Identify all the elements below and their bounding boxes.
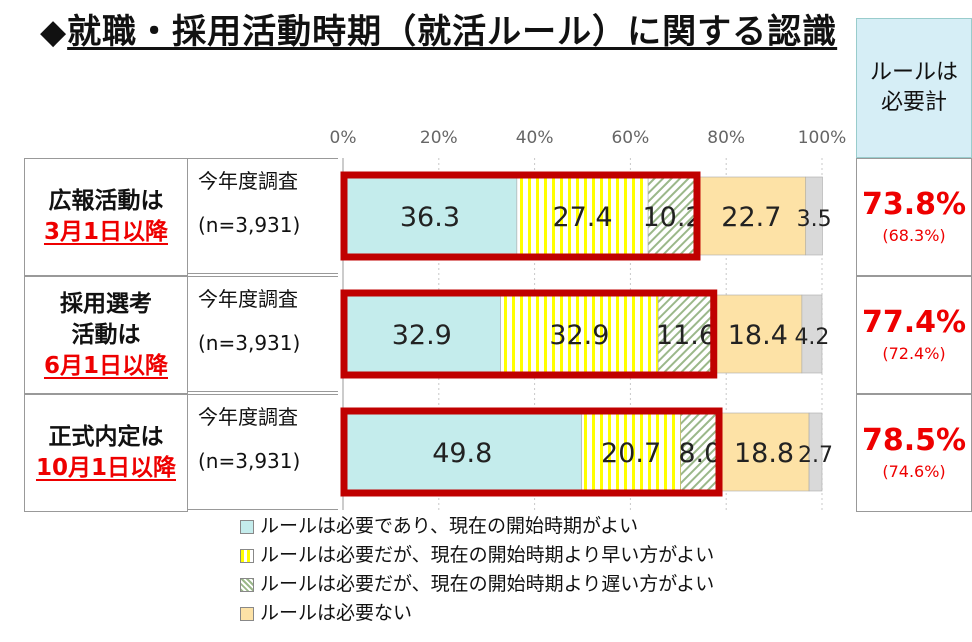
bar-segment-late <box>680 412 720 492</box>
bar-data-label: 49.8 <box>432 438 492 469</box>
legend-item-none: ルールは必要ない <box>240 599 714 628</box>
survey-label: 今年度調査 <box>198 169 298 193</box>
chart-legend: ルールは必要であり、現在の開始時期がよいルールは必要だが、現在の開始時期より早い… <box>240 512 714 628</box>
bar-data-label: 27.4 <box>552 202 612 233</box>
row-survey-cell: 今年度調査 (n=3,931) <box>188 158 338 274</box>
x-tick-label: 40% <box>515 128 554 148</box>
bar-data-label: 36.3 <box>400 202 460 233</box>
legend-swatch <box>240 519 254 534</box>
row-category-text: 広報活動は <box>48 188 164 214</box>
row-category-text: 正式内定は <box>48 424 164 450</box>
legend-item-ok: ルールは必要であり、現在の開始時期がよい <box>240 512 714 541</box>
legend-label: ルールは必要だが、現在の開始時期より早い方がよい <box>260 544 715 566</box>
row-category-date: 10月1日以降 <box>35 455 176 481</box>
row-category-date: 3月1日以降 <box>43 219 168 245</box>
sample-size: (n=3,931) <box>198 331 301 355</box>
required-total-value: 73.8% <box>861 187 967 222</box>
legend-label: ルールは必要だが、現在の開始時期より遅い方がよい <box>260 573 715 595</box>
bar-data-label: 4.2 <box>794 325 829 350</box>
required-total-value: 78.5% <box>861 423 967 458</box>
required-highlight-box <box>340 407 723 497</box>
title-marker: ◆ <box>40 12 68 52</box>
bar-segment-other <box>805 176 823 256</box>
row-category-text: 活動は <box>71 321 141 348</box>
title-text: 就職・採用活動時期（就活ルール）に関する認識 <box>67 12 838 52</box>
bar-segment-early <box>581 412 681 492</box>
legend-label: ルールは必要ない <box>260 602 413 624</box>
survey-label: 今年度調査 <box>198 405 298 429</box>
required-highlight-box <box>340 289 718 379</box>
bar-data-label: 20.7 <box>601 438 661 469</box>
required-highlight-box <box>340 171 701 261</box>
bar-data-label: 10.2 <box>642 202 702 233</box>
bar-data-label: 18.8 <box>734 438 794 469</box>
bar-segment-other <box>801 294 823 374</box>
legend-item-early: ルールは必要だが、現在の開始時期より早い方がよい <box>240 541 714 570</box>
row-survey-cell: 今年度調査 (n=3,931) <box>188 394 338 510</box>
legend-swatch <box>240 577 254 592</box>
bar-segment-late <box>647 176 698 256</box>
bar-data-label: 32.9 <box>549 320 609 351</box>
legend-swatch <box>240 606 254 621</box>
bar-segment-none <box>713 294 803 374</box>
legend-item-late: ルールは必要だが、現在の開始時期より遅い方がよい <box>240 570 714 599</box>
legend-swatch <box>240 548 254 563</box>
row-survey-cell: 今年度調査 (n=3,931) <box>188 276 338 392</box>
bar-data-label: 2.7 <box>798 443 833 468</box>
x-tick-label: 80% <box>707 128 746 148</box>
row-category-text: 採用選考 <box>60 290 152 317</box>
row-category-label: 広報活動は 3月1日以降 <box>24 158 188 276</box>
bar-data-label: 8.0 <box>678 438 721 469</box>
row-category-date: 6月1日以降 <box>43 352 168 379</box>
x-tick-label: 20% <box>419 128 458 148</box>
bar-data-label: 18.4 <box>728 320 788 351</box>
sample-size: (n=3,931) <box>198 449 301 473</box>
row-category-label: 採用選考活動は 6月1日以降 <box>24 276 188 394</box>
required-total-value: 77.4% <box>861 305 967 340</box>
sample-size: (n=3,931) <box>198 213 301 237</box>
bar-data-label: 3.5 <box>797 207 832 232</box>
x-tick-label: 60% <box>611 128 650 148</box>
bar-segment-early <box>500 294 659 374</box>
row-category-label: 正式内定は 10月1日以降 <box>24 394 188 512</box>
bar-segment-none <box>696 176 807 256</box>
x-tick-label: 100% <box>797 128 847 148</box>
required-total-header: ルールは必要計 <box>856 18 972 158</box>
legend-label: ルールは必要であり、現在の開始時期がよい <box>260 515 639 537</box>
required-total-cell: 77.4% (72.4%) <box>856 276 972 394</box>
required-total-previous: (72.4%) <box>882 344 946 363</box>
required-total-previous: (68.3%) <box>882 226 946 245</box>
bar-segment-other <box>808 412 823 492</box>
survey-label: 今年度調査 <box>198 287 298 311</box>
required-total-header-label: ルールは必要計 <box>869 60 958 115</box>
bar-data-label: 22.7 <box>721 202 781 233</box>
page-title: ◆就職・採用活動時期（就活ルール）に関する認識 <box>40 4 837 53</box>
bar-segment-ok <box>342 176 518 256</box>
bar-data-label: 11.6 <box>656 320 716 351</box>
bar-data-label: 32.9 <box>392 320 452 351</box>
x-tick-label: 0% <box>329 128 357 148</box>
bar-segment-none <box>718 412 810 492</box>
required-total-previous: (74.6%) <box>882 462 946 481</box>
